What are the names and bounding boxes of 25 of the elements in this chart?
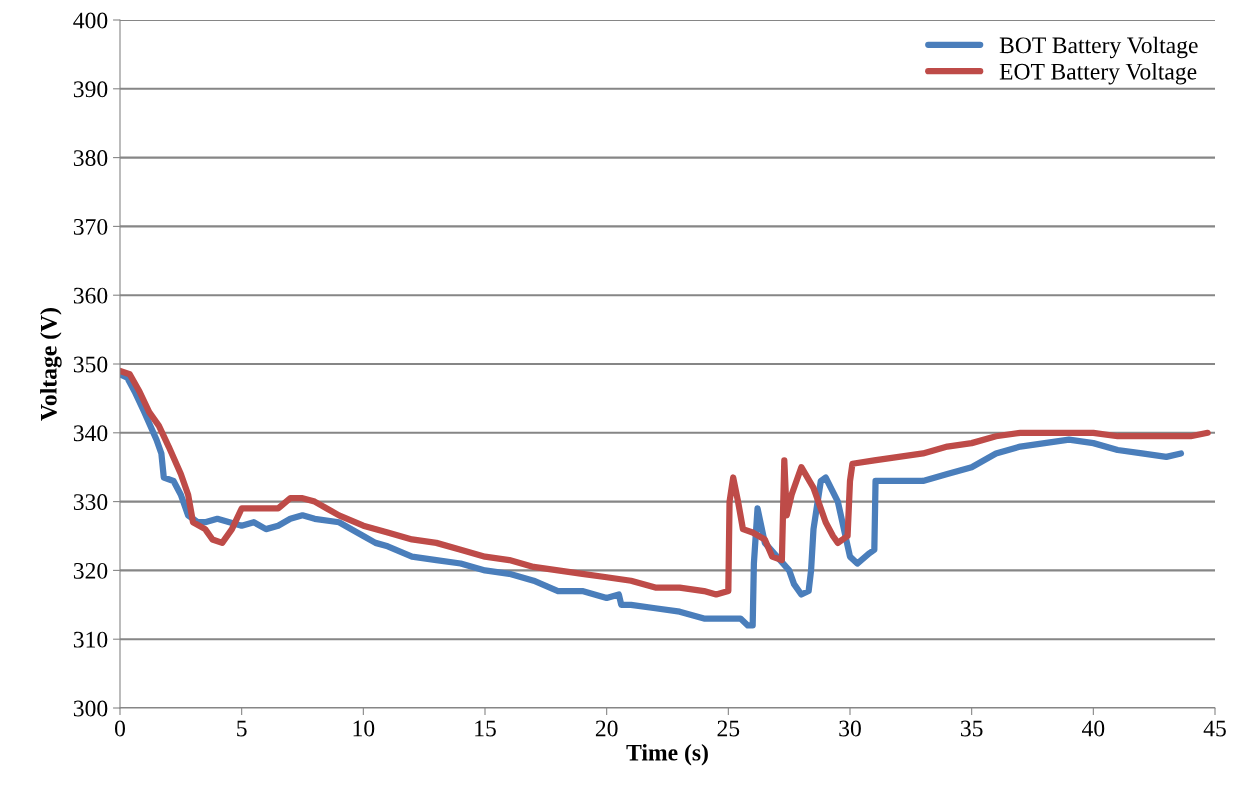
x-axis-title: Time (s) [626,744,708,766]
x-tick-label: 45 [1203,720,1226,737]
y-tick-label: 340 [73,425,108,442]
x-tick-label: 15 [475,720,496,737]
y-tick-label: 310 [73,631,108,648]
y-tick-label: 330 [73,494,108,511]
x-tick-label: 5 [237,720,247,737]
y-tick-label: 390 [73,81,108,98]
x-tick-label: 0 [115,720,125,737]
y-tick-label: 320 [73,562,108,579]
x-tick-label: 40 [1081,720,1105,737]
legend-label: BOT Battery Voltage [999,36,1198,59]
y-tick-label: 400 [73,12,108,29]
x-tick-label: 25 [717,720,740,737]
x-tick-label: 35 [960,720,983,737]
x-tick-label: 30 [839,720,861,737]
y-tick-label: 350 [73,356,108,373]
y-tick-label: 370 [73,218,108,235]
x-tick-label: 10 [353,720,375,737]
y-tick-label: 380 [73,150,108,167]
legend-label: EOT Battery Voltage [999,63,1197,85]
x-tick-label: 20 [595,720,618,737]
y-tick-label: 300 [73,700,108,717]
y-tick-label: 360 [73,287,108,304]
y-axis-title: Voltage (V) [40,308,62,421]
